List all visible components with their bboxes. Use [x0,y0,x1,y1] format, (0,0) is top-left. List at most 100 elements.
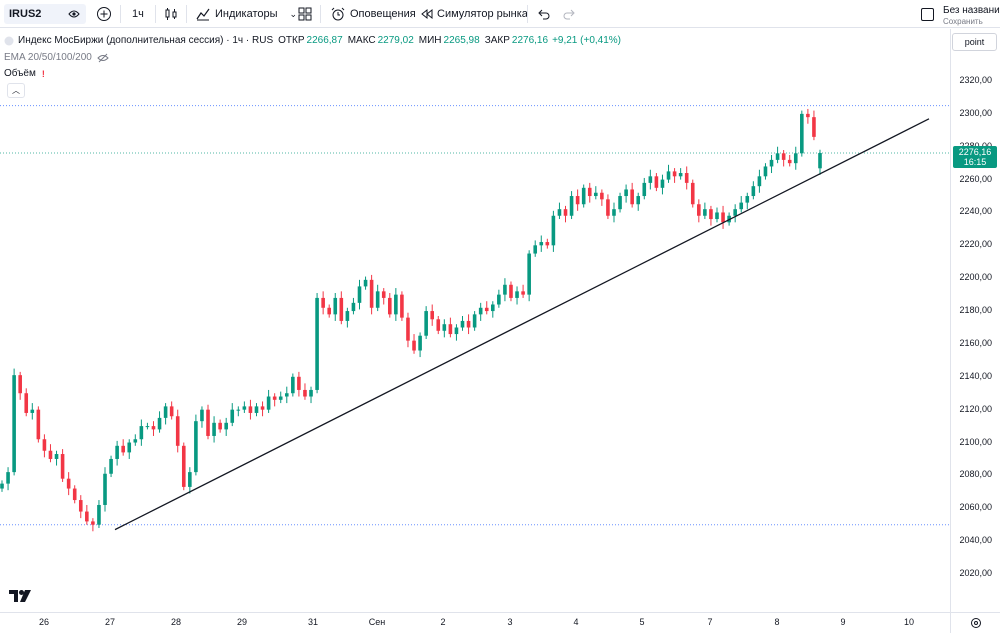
chart-type-button[interactable] [163,0,179,28]
candle-body [127,442,132,453]
candle-body [272,396,277,400]
candle-body [787,159,792,164]
candle-body [85,511,89,522]
top-toolbar: IRUS2 1ч Индикаторы ⌄ [0,0,1000,28]
candle-body [309,389,313,397]
candle-body [454,327,459,335]
candle-body [769,159,774,167]
chart-canvas[interactable] [0,29,950,612]
tradingview-logo-icon[interactable] [9,590,31,602]
volume-legend[interactable]: Объём ! [4,68,45,79]
time-axis[interactable]: 26 27 28 29 31 Сен 2 3 4 5 7 8 9 10 [0,612,950,633]
candle-body [54,454,59,459]
plus-circle-icon [97,7,111,21]
candle-body [757,176,762,187]
candle-body [260,406,265,410]
candle-body [448,324,453,335]
time-tick-label: 7 [707,617,713,627]
layout-icon [921,7,934,21]
replay-button[interactable]: Симулятор рынка [420,0,528,28]
candle-body [18,375,22,394]
chevron-down-icon[interactable]: ⌄ [289,8,298,19]
candle-body [406,317,410,341]
candle-body [345,311,350,321]
candle-body [733,209,737,216]
candle-body [109,458,113,474]
candle-body [78,500,83,512]
templates-button[interactable] [298,0,312,28]
open-value: 2266,87 [306,35,343,46]
candle-body [394,294,398,315]
candle-body [533,245,538,254]
replay-label: Симулятор рынка [437,8,528,20]
candle-body [575,196,580,205]
candle-body [703,209,707,216]
candle-body [594,192,598,197]
price-tick-label: 2100,00 [959,436,992,447]
candle-body [133,439,138,443]
candle-body [581,187,586,205]
undo-button[interactable] [537,0,551,28]
candle-body [400,294,404,318]
compare-icon[interactable] [68,8,80,20]
candle-body [478,307,483,315]
collapse-icon[interactable] [4,36,14,46]
price-tick-label: 2140,00 [959,370,992,381]
candle-body [97,504,101,525]
candle-body [739,202,744,210]
candle-body [624,189,628,197]
axis-settings-button[interactable] [950,612,1000,633]
candle-body [381,291,386,298]
candle-body [424,311,428,336]
candle-body [60,454,65,479]
candle-body [654,176,659,188]
candle-body [200,409,204,422]
add-symbol-button[interactable] [96,0,112,28]
candle-body [818,153,822,169]
time-tick-label: 9 [840,617,846,627]
candle-body [672,171,677,177]
candle-body [709,209,713,220]
undo-icon [538,9,550,20]
candle-body [339,297,344,321]
candle-body [91,521,95,525]
candle-body [115,445,119,459]
candle-body [436,319,441,331]
interval-button[interactable]: 1ч [132,0,144,28]
symbol-search[interactable]: IRUS2 [4,4,86,24]
candle-body [587,187,592,197]
candle-body [527,253,531,295]
redo-button[interactable] [562,0,576,28]
scale-mode-button[interactable]: point [952,33,997,51]
interval-label: 1ч [132,8,144,20]
layout-name-button[interactable]: Без названия Сохранить [943,5,1000,27]
ema-legend[interactable]: EMA 20/50/100/200 [4,52,109,63]
countdown-timer: 16:15 [963,157,987,167]
candle-body [12,375,16,473]
change-value: +9,21 (+0,41%) [552,35,621,46]
candle-body [103,473,107,505]
close-label: ЗАКР [484,35,510,46]
candle-body [472,314,477,328]
indicators-button[interactable]: Индикаторы ⌄ [195,0,297,28]
alerts-button[interactable]: Оповещения [330,0,416,28]
candle-body [36,409,41,440]
hidden-eye-icon[interactable] [97,53,109,63]
divider [120,5,121,23]
candle-body [666,171,671,180]
candle-body [212,422,216,436]
collapse-legend-button[interactable]: ︿ [7,83,25,98]
candle-body [248,406,253,413]
price-tick-label: 2080,00 [959,469,992,480]
candle-body [242,406,247,410]
candle-body [175,416,180,446]
candle-body [557,209,562,216]
candle-body [497,294,501,305]
time-tick-label: 2 [440,617,446,627]
price-axis[interactable] [950,29,1000,612]
current-price: 2276,16 [958,147,992,157]
warning-icon[interactable]: ! [41,68,45,79]
candle-body [157,417,162,430]
candle-body [442,324,447,331]
layout-checkbox[interactable] [921,0,934,28]
